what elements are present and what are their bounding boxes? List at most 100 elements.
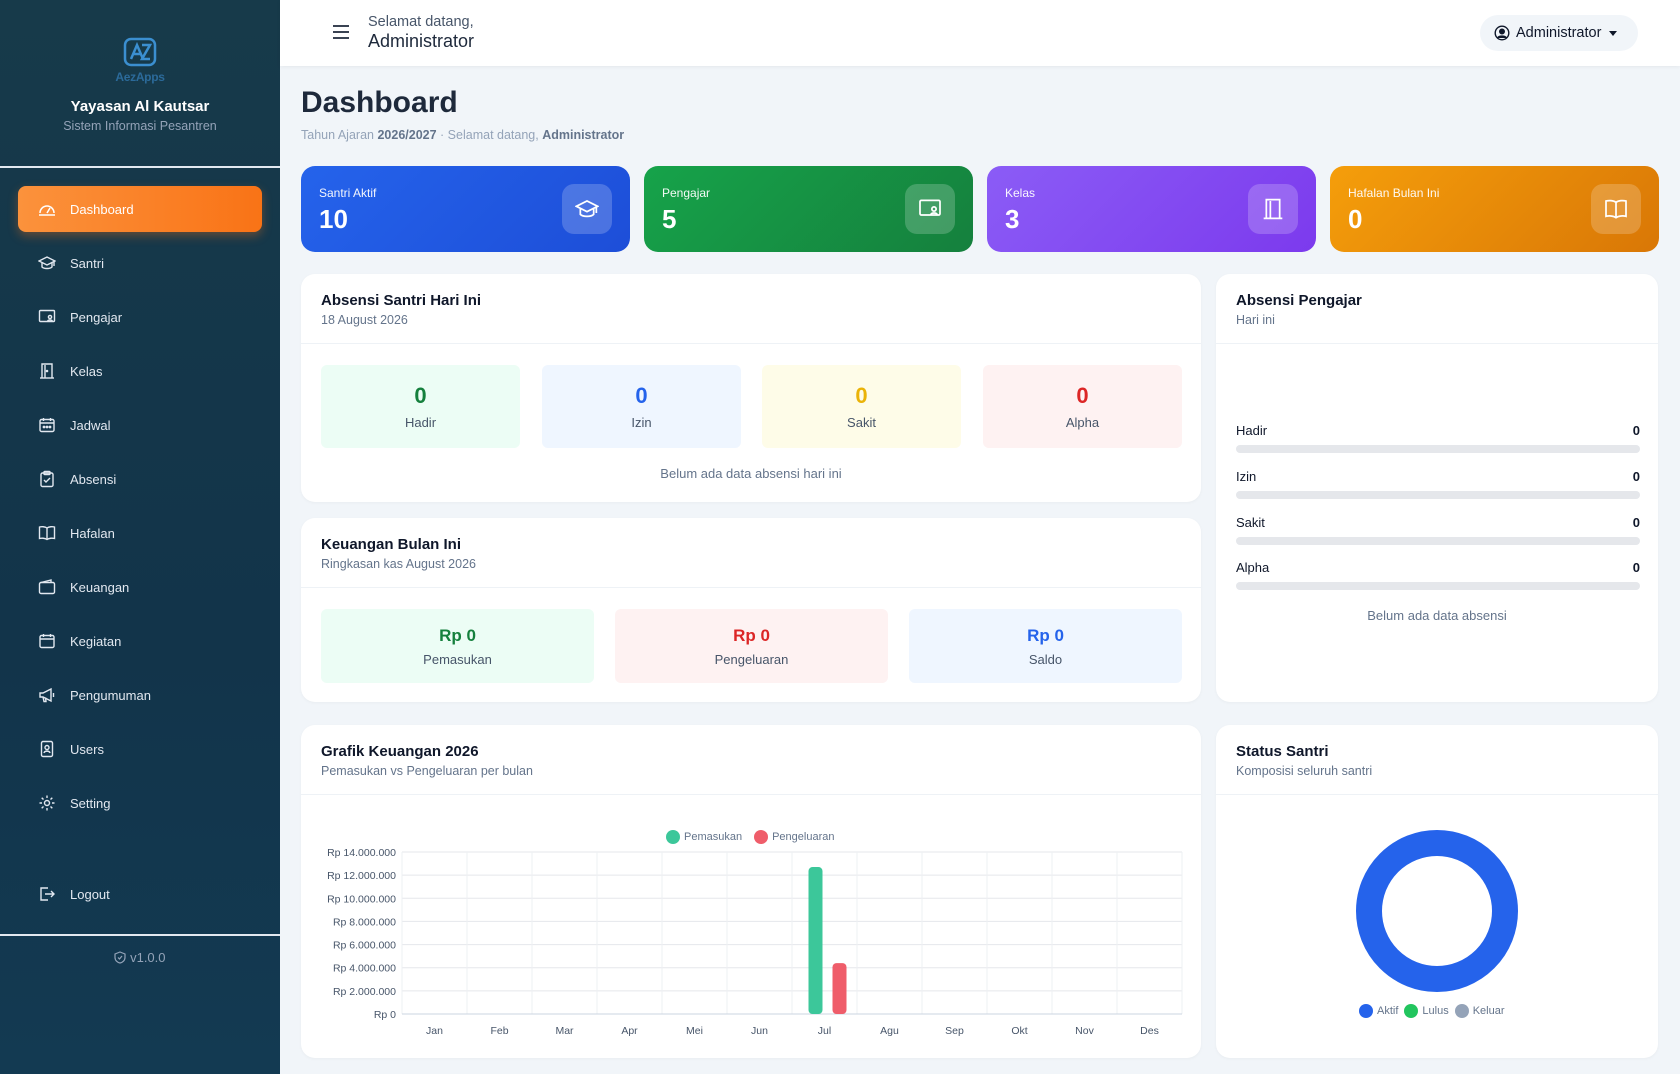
sidebar-item-kegiatan[interactable]: Kegiatan <box>18 618 262 664</box>
sidebar-item-kelas[interactable]: Kelas <box>18 348 262 394</box>
sidebar-item-pengumuman[interactable]: Pengumuman <box>18 672 262 718</box>
sidebar-item-jadwal[interactable]: Jadwal <box>18 402 262 448</box>
tile-value: 0 <box>414 383 427 408</box>
sidebar-item-label: Santri <box>70 255 104 271</box>
card-header: Keuangan Bulan Ini Ringkasan kas August … <box>301 518 1201 588</box>
clipboard-check-icon <box>36 468 58 490</box>
stat-value: 3 <box>1005 204 1020 234</box>
stat-card-hafalan[interactable]: Hafalan Bulan Ini 0 <box>1330 166 1659 252</box>
x-tick-label: Des <box>1140 1025 1159 1037</box>
card-keuangan: Keuangan Bulan Ini Ringkasan kas August … <box>301 518 1201 702</box>
progress-track <box>1236 537 1640 545</box>
tile-label: Pemasukan <box>423 652 492 667</box>
sidebar-item-pengajar[interactable]: Pengajar <box>18 294 262 340</box>
tile-label: Hadir <box>404 415 437 430</box>
legend-label: Pengeluaran <box>772 831 835 843</box>
progress-row-izin: Izin 0 <box>1236 469 1640 499</box>
y-tick-label: Rp 2.000.000 <box>333 986 396 998</box>
card-subtitle: 18 August 2026 <box>321 313 408 327</box>
card-header: Absensi Santri Hari Ini 18 August 2026 <box>301 274 1201 344</box>
progress-row-sakit: Sakit 0 <box>1236 515 1640 545</box>
sidebar-item-absensi[interactable]: Absensi <box>18 456 262 502</box>
sidebar-item-label: Setting <box>70 795 111 811</box>
welcome-username: Administrator <box>368 31 475 51</box>
sidebar-item-setting[interactable]: Setting <box>18 780 262 826</box>
finance-bar-chart: Rp 0 Rp 2.000.000 Rp 4.000.000 Rp 6.000.000… <box>327 847 1183 1037</box>
legend-item[interactable]: Aktif <box>1359 1004 1398 1018</box>
user-menu-button[interactable]: Administrator <box>1480 15 1638 51</box>
sidebar-item-dashboard[interactable]: Dashboard <box>18 186 262 232</box>
megaphone-icon <box>36 684 58 706</box>
row-label: Izin <box>1236 469 1257 484</box>
caret-down-icon <box>1609 30 1618 36</box>
card-status-santri: Status Santri Komposisi seluruh santri A… <box>1216 725 1658 1058</box>
academic-year-prefix: Tahun Ajaran <box>301 128 374 142</box>
stat-card-kelas[interactable]: Kelas 3 <box>987 166 1316 252</box>
tile-label: Izin <box>631 415 652 430</box>
welcome-block: Selamat datang, Administrator <box>368 14 474 52</box>
card-title: Status Santri <box>1236 743 1329 760</box>
card-title: Absensi Pengajar <box>1236 292 1362 309</box>
wallet-icon <box>36 576 58 598</box>
sidebar-nav: Dashboard Santri Pengajar Kelas Jadwal A… <box>0 168 280 826</box>
sidebar-item-hafalan[interactable]: Hafalan <box>18 510 262 556</box>
x-tick-label: Jul <box>818 1025 831 1037</box>
chart-legend: Pemasukan Pengeluaran <box>666 830 846 844</box>
y-tick-label: Rp 0 <box>374 1009 396 1021</box>
legend-item[interactable]: Pengeluaran <box>754 830 834 844</box>
stat-card-santri-aktif[interactable]: Santri Aktif 10 <box>301 166 630 252</box>
user-badge-icon <box>36 738 58 760</box>
y-tick-label: Rp 14.000.000 <box>327 847 396 859</box>
book-open-icon <box>1591 184 1641 234</box>
y-tick-label: Rp 4.000.000 <box>333 963 396 975</box>
topbar: Selamat datang, Administrator Administra… <box>280 0 1680 66</box>
menu-toggle-icon[interactable] <box>332 24 350 40</box>
stat-label: Santri Aktif <box>319 186 377 200</box>
tile-saldo: Rp 0 Saldo <box>909 609 1182 683</box>
x-tick-label: Okt <box>1011 1025 1027 1037</box>
gear-icon <box>36 792 58 814</box>
card-subtitle: Hari ini <box>1236 313 1275 327</box>
app-logo-icon <box>120 36 160 68</box>
legend-swatch <box>666 830 680 844</box>
legend-item[interactable]: Keluar <box>1454 1004 1505 1018</box>
version-footer: v1.0.0 <box>0 934 280 965</box>
card-header: Grafik Keuangan 2026 Pemasukan vs Pengel… <box>301 725 1201 795</box>
y-tick-label: Rp 12.000.000 <box>327 870 396 882</box>
academic-year: 2026/2027 <box>377 128 437 142</box>
tile-value: 0 <box>635 383 648 408</box>
legend-item[interactable]: Lulus <box>1404 1004 1449 1018</box>
tile-pengeluaran: Rp 0 Pengeluaran <box>615 609 888 683</box>
stat-label: Kelas <box>1005 186 1036 200</box>
progress-row-hadir: Hadir 0 <box>1236 423 1640 453</box>
card-title: Grafik Keuangan 2026 <box>321 743 479 760</box>
row-value: 0 <box>1632 469 1640 484</box>
progress-track <box>1236 491 1640 499</box>
card-header: Status Santri Komposisi seluruh santri <box>1216 725 1658 795</box>
row-value: 0 <box>1632 560 1640 575</box>
graduation-cap-icon <box>36 252 58 274</box>
sidebar-item-label: Keuangan <box>70 579 130 595</box>
card-title: Keuangan Bulan Ini <box>321 536 462 553</box>
logo-text: AezApps <box>115 70 165 84</box>
legend-item[interactable]: Pemasukan <box>666 830 742 844</box>
stat-card-pengajar[interactable]: Pengajar 5 <box>644 166 973 252</box>
row-label: Alpha <box>1236 560 1270 575</box>
row-value: 0 <box>1632 515 1640 530</box>
card-absensi-santri: Absensi Santri Hari Ini 18 August 2026 0… <box>301 274 1201 502</box>
sidebar-item-keuangan[interactable]: Keuangan <box>18 564 262 610</box>
user-circle-icon <box>1494 25 1510 41</box>
x-tick-label: Mei <box>686 1025 703 1037</box>
tile-alpha: 0 Alpha <box>983 365 1182 448</box>
sidebar-item-label: Absensi <box>70 471 117 487</box>
sidebar-item-users[interactable]: Users <box>18 726 262 772</box>
sidebar-item-santri[interactable]: Santri <box>18 240 262 286</box>
welcome-text: Selamat datang, <box>368 14 474 30</box>
legend-swatch <box>754 830 769 844</box>
donut-slice-aktif <box>1356 830 1518 992</box>
x-tick-label: Nov <box>1075 1025 1094 1037</box>
logout-button[interactable]: Logout <box>18 871 262 917</box>
legend-swatch <box>1454 1004 1469 1018</box>
sidebar-item-label: Hafalan <box>70 525 115 541</box>
welcome-name: Administrator <box>542 128 625 142</box>
